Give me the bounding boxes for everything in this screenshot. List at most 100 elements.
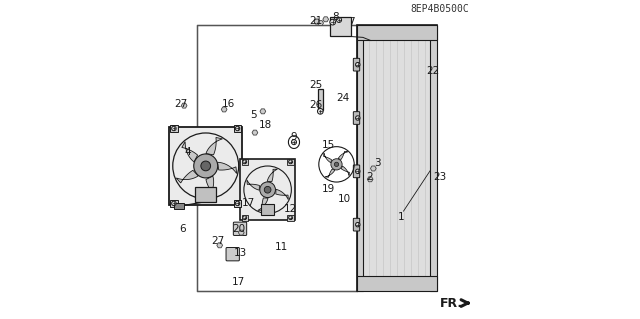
Circle shape (172, 126, 176, 131)
Polygon shape (324, 153, 332, 163)
Text: 7: 7 (348, 18, 355, 27)
Bar (170, 125, 178, 132)
Circle shape (291, 140, 296, 145)
Circle shape (330, 19, 335, 25)
Text: 8: 8 (332, 12, 339, 22)
Text: 20: 20 (232, 224, 245, 234)
Circle shape (356, 116, 360, 120)
Bar (197, 25, 356, 291)
Circle shape (260, 182, 275, 197)
Bar (241, 159, 248, 165)
FancyBboxPatch shape (234, 222, 246, 235)
Bar (195, 187, 216, 202)
Text: 8EP4B0500C: 8EP4B0500C (410, 4, 469, 14)
Text: 10: 10 (338, 194, 351, 204)
Polygon shape (239, 230, 244, 235)
Bar (287, 159, 294, 165)
Bar (356, 276, 438, 291)
Circle shape (194, 154, 218, 178)
FancyBboxPatch shape (353, 218, 360, 231)
Circle shape (243, 160, 246, 164)
Bar (241, 214, 248, 221)
Text: 4: 4 (184, 147, 191, 157)
Circle shape (337, 17, 342, 22)
Text: 22: 22 (427, 66, 440, 76)
Text: 13: 13 (234, 248, 246, 258)
Polygon shape (182, 142, 198, 162)
Polygon shape (323, 17, 328, 22)
Bar (318, 89, 323, 110)
Text: 16: 16 (222, 99, 236, 109)
Circle shape (289, 216, 292, 219)
Circle shape (331, 159, 342, 170)
Polygon shape (206, 176, 214, 198)
Polygon shape (318, 21, 323, 26)
Text: FR.: FR. (440, 297, 463, 309)
Bar (262, 204, 274, 215)
Polygon shape (325, 169, 335, 177)
Text: 23: 23 (433, 172, 447, 182)
Polygon shape (367, 177, 373, 182)
Text: 2: 2 (366, 172, 372, 182)
Polygon shape (314, 19, 320, 24)
Text: 27: 27 (211, 236, 225, 247)
Circle shape (243, 216, 246, 219)
FancyBboxPatch shape (353, 58, 360, 71)
Bar (240, 159, 295, 220)
Text: 12: 12 (284, 204, 298, 214)
Text: 25: 25 (310, 80, 323, 90)
Polygon shape (221, 107, 227, 112)
Polygon shape (218, 162, 237, 174)
Polygon shape (338, 152, 348, 160)
Bar (234, 125, 241, 132)
Polygon shape (276, 189, 288, 200)
Text: 15: 15 (323, 140, 335, 150)
Circle shape (356, 63, 360, 67)
Polygon shape (258, 198, 268, 211)
Circle shape (334, 162, 339, 167)
Polygon shape (260, 109, 266, 114)
Polygon shape (206, 137, 223, 155)
Bar (170, 200, 178, 207)
Polygon shape (341, 166, 349, 175)
FancyBboxPatch shape (353, 165, 360, 178)
Circle shape (236, 201, 240, 206)
Text: 11: 11 (275, 242, 288, 252)
Text: 18: 18 (259, 120, 272, 130)
Text: 6: 6 (180, 225, 186, 234)
Bar (234, 200, 241, 207)
Bar (330, 17, 351, 36)
Circle shape (201, 161, 211, 171)
Circle shape (264, 186, 271, 193)
Text: 26: 26 (310, 100, 323, 110)
FancyBboxPatch shape (226, 248, 239, 261)
Circle shape (236, 126, 240, 131)
Text: 24: 24 (337, 93, 350, 103)
Circle shape (289, 160, 292, 164)
Text: 5: 5 (250, 110, 257, 120)
Text: 9: 9 (291, 132, 298, 142)
Circle shape (356, 222, 360, 227)
Bar (356, 25, 364, 291)
Text: 17: 17 (241, 198, 255, 208)
Bar (356, 25, 438, 40)
Circle shape (317, 108, 323, 114)
Bar (431, 25, 438, 291)
Polygon shape (176, 170, 198, 183)
Text: 3: 3 (374, 158, 380, 168)
Circle shape (356, 169, 360, 174)
Bar (356, 25, 438, 291)
Polygon shape (252, 130, 258, 135)
Text: 21: 21 (310, 16, 323, 26)
FancyBboxPatch shape (353, 112, 360, 124)
Polygon shape (268, 169, 278, 182)
Circle shape (172, 201, 176, 206)
Text: 17: 17 (232, 277, 245, 287)
Text: 19: 19 (323, 184, 335, 194)
Bar (287, 214, 294, 221)
Text: 1: 1 (397, 212, 404, 222)
Text: 27: 27 (175, 99, 188, 109)
Bar (169, 127, 243, 205)
Bar (174, 203, 184, 209)
Polygon shape (181, 103, 187, 108)
